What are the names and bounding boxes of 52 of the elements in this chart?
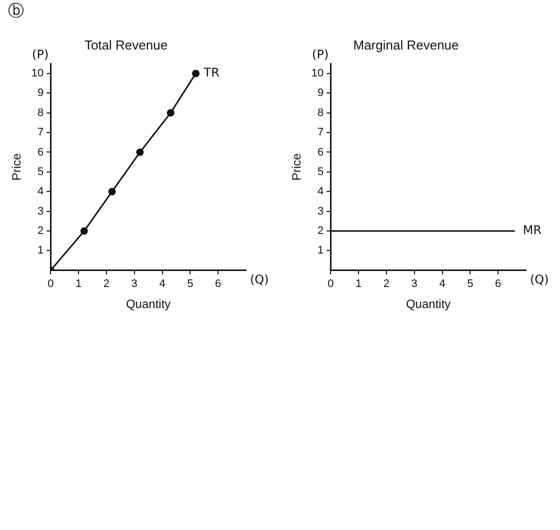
text: (P)	[32, 48, 49, 62]
y-tick-label: 10	[311, 67, 324, 80]
chart-title: Total Revenue	[84, 37, 168, 52]
x-tick-label: 0	[328, 278, 334, 290]
x-tick-label: 1	[355, 278, 362, 290]
y-tick-label: 4	[38, 186, 44, 198]
x-tick-label: 4	[159, 278, 166, 290]
y-tick-label: 2	[38, 225, 44, 238]
y-tick-label: 2	[318, 225, 324, 238]
text: ⓑ	[8, 1, 24, 20]
y-tick-label: 1	[38, 244, 44, 257]
y-tick-label: 4	[318, 186, 324, 198]
y-tick-label: 6	[38, 146, 44, 158]
x-tick-label: 2	[383, 278, 390, 290]
text: (Q)	[250, 272, 269, 287]
x-tick-label: 6	[215, 278, 222, 290]
y-tick-label: 7	[38, 126, 44, 139]
y-axis-title: Price	[290, 153, 304, 181]
y-tick-label: 10	[31, 67, 44, 80]
x-tick-label: 3	[131, 278, 138, 290]
y-tick-label: 8	[38, 106, 44, 119]
point	[192, 70, 200, 78]
x-tick-label: 4	[439, 278, 446, 290]
x-tick-label: 2	[103, 278, 110, 290]
y-tick-label: 8	[318, 106, 324, 119]
y-tick-label: 1	[318, 244, 324, 257]
y-tick-label: 5	[318, 166, 324, 178]
x-axis-title: Quantity	[406, 297, 451, 312]
series-label: MR	[522, 223, 542, 238]
x-tick-label: 3	[411, 278, 418, 290]
y-axis-title: Price	[10, 153, 24, 181]
y-tick-label: 5	[38, 166, 44, 178]
y-tick-label: 6	[318, 146, 324, 158]
y-tick-label: 7	[318, 126, 324, 139]
point	[80, 227, 88, 235]
y-tick-label: 3	[318, 205, 324, 218]
point	[166, 109, 174, 117]
y-tick-label: 9	[38, 87, 44, 100]
point	[136, 148, 144, 156]
point	[108, 188, 116, 196]
x-tick-label: 6	[495, 278, 502, 290]
x-tick-label: 1	[75, 278, 82, 290]
y-tick-label: 9	[318, 87, 324, 100]
text: (Q)	[530, 272, 549, 287]
x-tick-label: 0	[48, 278, 54, 290]
series-label: TR	[202, 66, 220, 80]
x-tick-label: 5	[187, 278, 194, 290]
x-tick-label: 5	[467, 278, 474, 290]
text: (P)	[312, 48, 329, 62]
chart-title: Marginal Revenue	[353, 37, 459, 52]
x-axis-title: Quantity	[126, 297, 171, 312]
y-tick-label: 3	[38, 205, 44, 218]
